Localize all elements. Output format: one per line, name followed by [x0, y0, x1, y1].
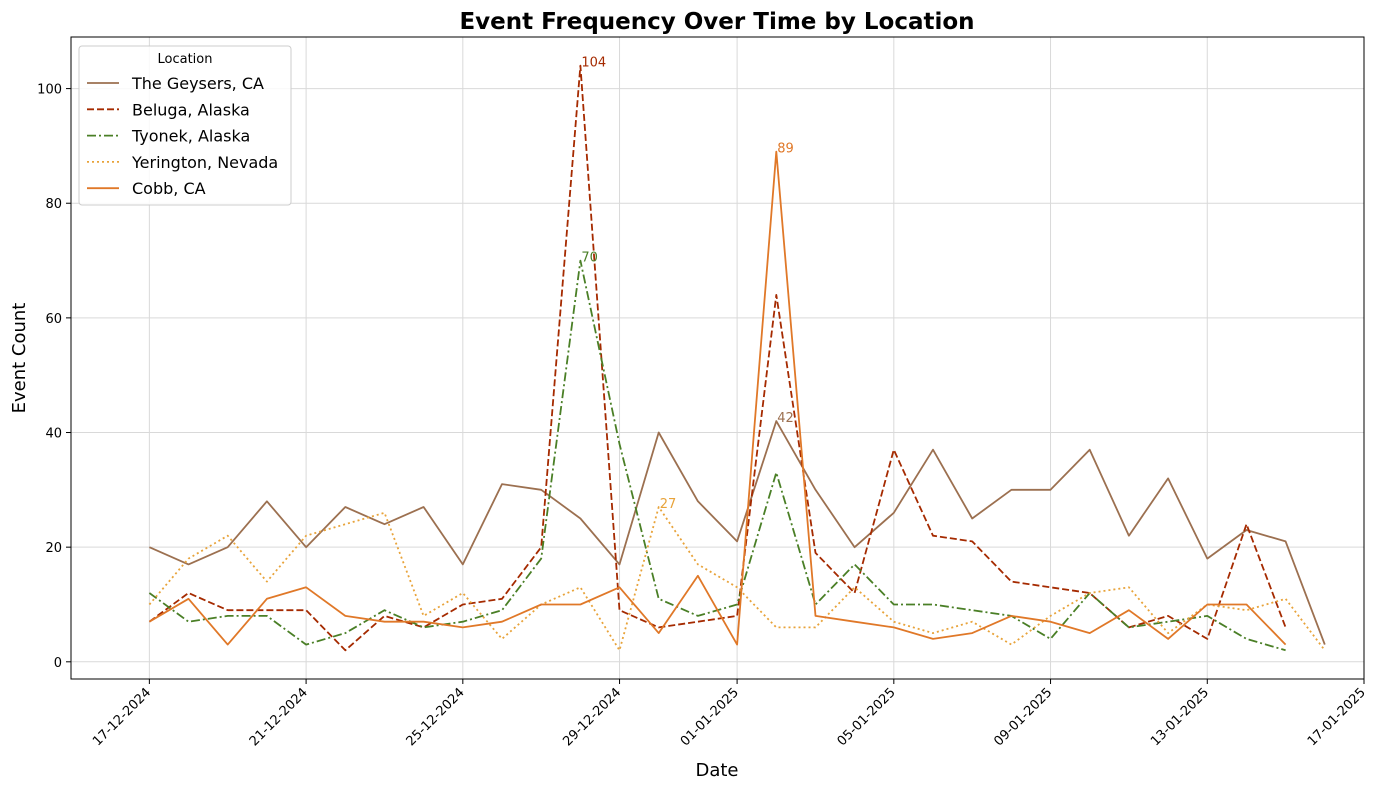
x-tick-label: 21-12-2024 [247, 685, 311, 749]
series-layer [148, 64, 1326, 652]
series-line-2 [148, 259, 1286, 652]
series-line-1 [148, 64, 1287, 652]
y-tick-label: 40 [45, 427, 62, 442]
y-tick-label: 20 [45, 541, 62, 556]
y-axis-label: Event Count [9, 303, 30, 414]
y-tick-label: 0 [54, 656, 62, 671]
series-line-4 [148, 150, 1287, 646]
peak-annotation: 27 [660, 497, 677, 512]
legend-label-2: Tyonek, Alaska [131, 127, 250, 146]
series-line-3 [148, 506, 1326, 652]
legend-items: The Geysers, CA Beluga, Alaska Tyonek, Ala… [87, 74, 278, 198]
x-tick-label: 25-12-2024 [404, 685, 468, 749]
x-tick-label: 29-12-2024 [560, 685, 624, 749]
peak-annotation: 104 [581, 56, 606, 71]
peak-annotation: 42 [777, 411, 794, 426]
x-tick-label: 01-01-2025 [678, 685, 742, 749]
x-tick-label: 17-12-2024 [90, 685, 154, 749]
legend-box [78, 45, 292, 206]
legend-label-1: Beluga, Alaska [132, 100, 250, 119]
chart-title: Event Frequency Over Time by Location [459, 9, 974, 35]
legend-label-0: The Geysers, CA [131, 74, 264, 93]
peak-annotation: 70 [581, 251, 598, 266]
legend: Location The Geysers, CA Beluga, Alaska Ty… [78, 45, 292, 206]
series-line-0 [149, 420, 1326, 645]
x-tick-label: 17-01-2025 [1305, 685, 1369, 749]
plot-frame [70, 36, 1365, 680]
peak-annotation: 89 [777, 142, 794, 157]
legend-label-4: Cobb, CA [132, 179, 206, 198]
y-tick-label: 60 [45, 312, 62, 327]
x-axis-label: Date [695, 760, 738, 781]
x-tick-label: 09-01-2025 [991, 685, 1055, 749]
legend-label-3: Yerington, Nevada [131, 153, 278, 172]
y-tick-label: 100 [37, 83, 62, 98]
y-tick-label: 80 [45, 197, 62, 212]
legend-title: Location [158, 52, 213, 67]
x-tick-label: 13-01-2025 [1148, 685, 1212, 749]
annotation-layer: 104 70 27 42 89 [581, 56, 793, 512]
x-tick-label: 05-01-2025 [835, 685, 899, 749]
